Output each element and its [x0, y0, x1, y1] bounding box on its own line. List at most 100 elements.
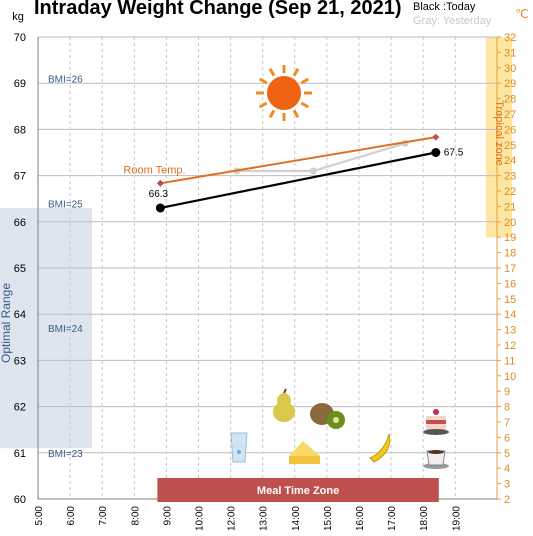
y-tick-label-right: 12: [504, 340, 516, 352]
x-tick-label: 10:00: [194, 506, 205, 531]
sun-ray: [268, 109, 276, 118]
data-label: 67.5: [444, 148, 464, 159]
y-tick-label: 68: [14, 124, 26, 136]
y-tick-label-right: 8: [504, 402, 510, 414]
series-point: [156, 179, 164, 187]
cheese-top: [289, 441, 320, 456]
y-tick-label-right: 19: [504, 232, 516, 244]
series-point: [431, 148, 441, 157]
y-tick-label-right: 6: [504, 432, 510, 444]
y-tick-label-right: 27: [504, 109, 516, 121]
x-tick-label: 17:00: [387, 506, 398, 531]
data-label: 66.3: [149, 189, 169, 200]
y-tick-label: 62: [14, 402, 26, 414]
y-tick-label-right: 17: [504, 263, 516, 275]
room-temp-label: Room Temp.: [123, 164, 185, 176]
cake-plate: [423, 429, 449, 435]
series-line: [160, 136, 436, 185]
chart-title: Intraday Weight Change (Sep 21, 2021): [34, 0, 402, 19]
y-tick-label-right: 7: [504, 417, 510, 429]
bmi-label: BMI=26: [48, 75, 83, 86]
y-tick-label-right: 3: [504, 479, 510, 491]
y-tick-label-right: 29: [504, 78, 516, 90]
y-axis-unit-right: ℃: [515, 7, 528, 21]
legend-yesterday: Gray: Yesterday: [413, 15, 492, 27]
y-tick-label-right: 13: [504, 325, 516, 337]
cheese-side: [289, 456, 320, 464]
y-tick-label: 70: [14, 32, 26, 44]
bmi-label: BMI=24: [48, 324, 83, 335]
cheese-icon: [289, 441, 320, 464]
series-line: [160, 151, 437, 210]
y-axis-unit-left: kg: [12, 11, 24, 23]
y-tick-label-right: 21: [504, 201, 516, 213]
water-glass-icon: [230, 432, 248, 463]
y-tick-label-right: 25: [504, 140, 516, 152]
y-tick-label: 61: [14, 448, 26, 460]
x-tick-label: 18:00: [419, 506, 430, 531]
legend: Black :Today Gray: Yesterday: [413, 0, 491, 28]
sun-ray: [259, 101, 268, 109]
y-tick-label-right: 5: [504, 448, 510, 460]
x-tick-label: 5:00: [34, 506, 45, 526]
x-tick-label: 16:00: [355, 506, 366, 531]
pear-body: [273, 402, 295, 422]
coffee-icon: [423, 450, 449, 469]
y-tick-label-right: 30: [504, 63, 516, 75]
x-tick-label: 15:00: [323, 506, 334, 531]
y-tick-label-right: 24: [504, 155, 516, 167]
y-tick-label-right: 9: [504, 386, 510, 398]
y-tick-label: 66: [14, 217, 26, 229]
optimal-range-label: Optimal Range: [0, 283, 13, 363]
cake-cherry: [433, 409, 439, 415]
y-tick-label: 69: [14, 78, 26, 90]
meal-time-zone-label: Meal Time Zone: [257, 485, 339, 497]
y-tick-label-right: 15: [504, 294, 516, 306]
tropical-zone: [486, 37, 512, 238]
y-tick-label-right: 22: [504, 186, 516, 198]
kiwi-icon: [310, 403, 345, 429]
coffee-liquid: [428, 450, 444, 454]
banana-icon: [369, 433, 391, 463]
y-tick-label-right: 11: [504, 355, 515, 367]
x-tick-label: 9:00: [162, 506, 173, 526]
glass-bubble: [237, 450, 241, 454]
sun-ray: [300, 77, 309, 85]
y-tick-label-right: 4: [504, 463, 510, 475]
x-tick-label: 7:00: [98, 506, 109, 526]
bmi-label: BMI=25: [48, 199, 83, 210]
x-tick-label: 13:00: [259, 506, 270, 531]
sun-ray: [259, 77, 268, 85]
y-tick-label-right: 18: [504, 248, 516, 260]
y-tick-label: 60: [14, 494, 26, 506]
sun-icon: [256, 65, 312, 121]
banana-body: [369, 433, 391, 463]
series-point: [432, 133, 440, 141]
optimal-range-zone: [0, 207, 92, 449]
series-point: [155, 203, 165, 213]
series-point: [309, 167, 317, 175]
y-tick-label-right: 2: [504, 494, 510, 506]
y-tick-label: 64: [14, 309, 26, 321]
meal-time-zone: [157, 478, 439, 502]
y-tick-label-right: 28: [504, 94, 516, 106]
x-tick-label: 8:00: [130, 506, 141, 526]
y-tick-label-right: 26: [504, 124, 516, 136]
pear-stem: [283, 388, 287, 394]
glass-body: [230, 432, 248, 463]
pear-top: [277, 393, 291, 409]
y-tick-label: 67: [14, 171, 26, 183]
sun-ray: [268, 68, 276, 77]
y-tick-label-right: 31: [504, 47, 516, 59]
x-tick-label: 12:00: [227, 506, 238, 531]
sun-ray: [292, 109, 300, 118]
x-tick-label: 19:00: [451, 506, 462, 531]
kiwi-core: [333, 417, 339, 423]
y-tick-label-right: 20: [504, 217, 516, 229]
pear-icon: [273, 388, 295, 422]
cake-layer: [426, 420, 446, 424]
y-tick-label-right: 14: [504, 309, 516, 321]
sun-ray: [292, 68, 300, 77]
cake-icon: [423, 409, 449, 435]
